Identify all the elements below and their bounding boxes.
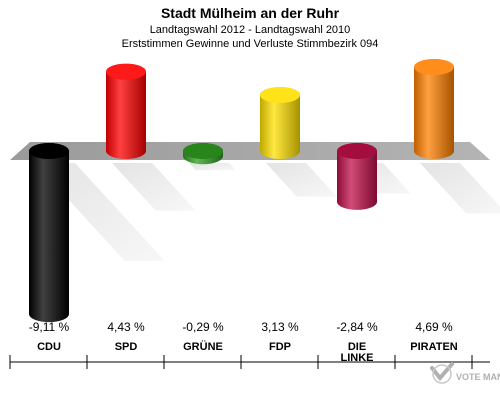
chart-subtitle-2: Erststimmen Gewinne und Verluste Stimmbe… [122, 38, 379, 50]
vote-check-icon [430, 362, 454, 384]
category-label-piraten: PIRATEN [410, 341, 458, 353]
bar-cap-gr-ne [183, 143, 223, 159]
labels: -9,11 % CDU 4,43 % SPD -0,29 % GRÜNE 3,13 % FDP… [29, 320, 458, 364]
bar-body-cdu [29, 143, 69, 323]
bar-cdu [29, 143, 69, 323]
watermark: VOTE MANAGER [430, 362, 500, 384]
value-label-fdp: 3,13 % [261, 320, 299, 334]
category-label-fdp: FDP [269, 341, 291, 353]
category-ticks [9, 355, 473, 369]
bar-body-piraten [414, 59, 454, 159]
bar-cap-piraten [414, 59, 454, 76]
bar-shadow-piraten [420, 163, 500, 214]
value-label-die-linke: -2,84 % [336, 320, 378, 334]
bar-fdp [260, 86, 300, 159]
bars [29, 59, 454, 323]
bar-cap-cdu [29, 143, 69, 159]
value-label-gr-ne: -0,29 % [182, 320, 224, 334]
bar-shadow-fdp [266, 163, 337, 197]
bar-body-die-linke [337, 143, 377, 210]
value-label-piraten: 4,69 % [415, 320, 453, 334]
category-label-die-linke: DIE [348, 341, 366, 353]
category-label-cdu: CDU [37, 341, 61, 353]
bar-gr-ne [183, 143, 223, 165]
category-label-spd: SPD [115, 341, 138, 353]
value-label-spd: 4,43 % [107, 320, 145, 334]
bar-spd [106, 63, 146, 159]
bar-cap-fdp [260, 86, 300, 103]
category-label-gr-ne: GRÜNE [183, 340, 223, 353]
chart-subtitle: Landtagswahl 2012 - Landtagswahl 2010 [150, 24, 351, 36]
category-label-die-linke: LINKE [341, 352, 374, 364]
bar-cap-spd [106, 63, 146, 80]
bar-body-spd [106, 63, 146, 159]
bar-shadow-gr-ne [189, 163, 236, 171]
bar-body-fdp [260, 86, 300, 159]
bar-shadow-spd [112, 163, 196, 211]
chart-title: Stadt Mülheim an der Ruhr [161, 5, 340, 21]
bar-cap-die-linke [337, 143, 377, 159]
watermark-text: VOTE MANAGER [456, 372, 500, 382]
bar-die-linke [337, 143, 377, 210]
value-label-cdu: -9,11 % [29, 320, 70, 334]
bar-piraten [414, 59, 454, 159]
bar-shadows [35, 163, 500, 261]
